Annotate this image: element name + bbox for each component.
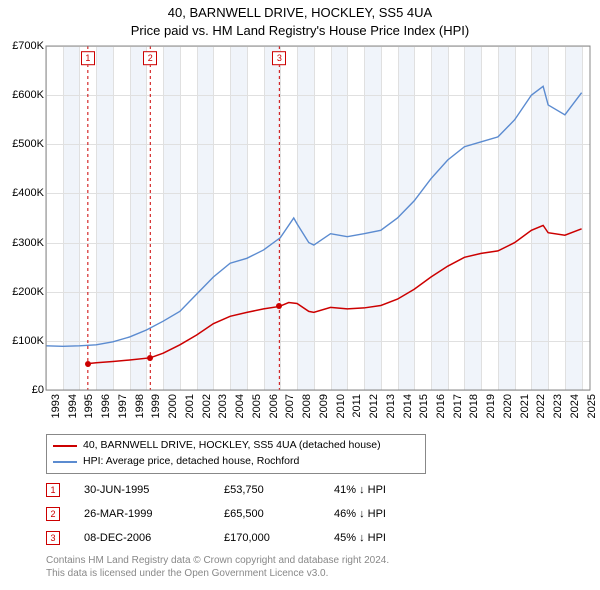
- series-line: [46, 86, 582, 346]
- legend-label: 40, BARNWELL DRIVE, HOCKLEY, SS5 4UA (de…: [83, 438, 381, 454]
- sales-row: 1 30-JUN-1995£53,75041% ↓ HPI: [46, 478, 424, 502]
- x-tick-label: 1995: [83, 394, 95, 418]
- x-tick-label: 2019: [485, 394, 497, 418]
- x-tick-label: 2014: [402, 394, 414, 418]
- x-tick-label: 1996: [100, 394, 112, 418]
- x-tick-label: 2011: [351, 394, 363, 418]
- sale-marker-box: 2: [143, 51, 157, 65]
- y-tick-label: £400K: [12, 187, 44, 199]
- chart-svg: [46, 46, 590, 390]
- y-tick-label: £700K: [12, 40, 44, 52]
- x-tick-label: 2008: [301, 394, 313, 418]
- sales-price: £53,750: [224, 484, 334, 496]
- sale-marker-dot: [276, 303, 282, 309]
- x-tick-label: 2006: [268, 394, 280, 418]
- sales-diff: 45% ↓ HPI: [334, 532, 424, 544]
- y-tick-label: £600K: [12, 89, 44, 101]
- footer-line1: Contains HM Land Registry data © Crown c…: [46, 554, 389, 567]
- footer-line2: This data is licensed under the Open Gov…: [46, 567, 389, 580]
- x-tick-label: 2015: [418, 394, 430, 418]
- x-tick-label: 1998: [134, 394, 146, 418]
- legend-label: HPI: Average price, detached house, Roch…: [83, 454, 299, 470]
- sales-date: 30-JUN-1995: [84, 484, 224, 496]
- sales-row: 3 08-DEC-2006£170,00045% ↓ HPI: [46, 526, 424, 550]
- x-tick-label: 2009: [318, 394, 330, 418]
- legend: 40, BARNWELL DRIVE, HOCKLEY, SS5 4UA (de…: [46, 434, 426, 474]
- x-tick-label: 2007: [284, 394, 296, 418]
- legend-swatch: [53, 445, 77, 447]
- sales-diff: 41% ↓ HPI: [334, 484, 424, 496]
- series-line: [88, 225, 582, 363]
- title-subtitle: Price paid vs. HM Land Registry's House …: [0, 22, 600, 40]
- x-tick-label: 2025: [586, 394, 598, 418]
- x-tick-label: 2005: [251, 394, 263, 418]
- y-tick-label: £500K: [12, 138, 44, 150]
- x-tick-label: 2003: [217, 394, 229, 418]
- x-tick-label: 2020: [502, 394, 514, 418]
- x-tick-label: 2016: [435, 394, 447, 418]
- sales-price: £65,500: [224, 508, 334, 520]
- x-tick-label: 2022: [535, 394, 547, 418]
- x-tick-label: 2012: [368, 394, 380, 418]
- chart-plot-area: 1 2 3: [46, 46, 590, 390]
- footer-attribution: Contains HM Land Registry data © Crown c…: [46, 554, 389, 580]
- sales-diff: 46% ↓ HPI: [334, 508, 424, 520]
- sales-num-box: 2: [46, 507, 60, 521]
- legend-swatch: [53, 461, 77, 463]
- x-tick-label: 2018: [468, 394, 480, 418]
- x-tick-label: 1999: [150, 394, 162, 418]
- sales-row: 2 26-MAR-1999£65,50046% ↓ HPI: [46, 502, 424, 526]
- x-tick-label: 2001: [184, 394, 196, 418]
- sale-marker-box: 3: [272, 51, 286, 65]
- x-tick-label: 2024: [569, 394, 581, 418]
- y-tick-label: £0: [32, 384, 44, 396]
- sales-date: 08-DEC-2006: [84, 532, 224, 544]
- sales-table: 1 30-JUN-1995£53,75041% ↓ HPI 2 26-MAR-1999…: [46, 478, 424, 550]
- y-tick-label: £200K: [12, 286, 44, 298]
- x-tick-label: 2013: [385, 394, 397, 418]
- x-tick-label: 1994: [67, 394, 79, 418]
- x-tick-label: 2021: [519, 394, 531, 418]
- sales-num-box: 1: [46, 483, 60, 497]
- x-tick-label: 1993: [50, 394, 62, 418]
- x-tick-label: 2010: [335, 394, 347, 418]
- x-tick-label: 2004: [234, 394, 246, 418]
- y-tick-label: £300K: [12, 237, 44, 249]
- x-tick-label: 2000: [167, 394, 179, 418]
- plot-border: [46, 46, 590, 390]
- y-tick-label: £100K: [12, 335, 44, 347]
- x-tick-label: 2002: [201, 394, 213, 418]
- legend-item: HPI: Average price, detached house, Roch…: [53, 454, 419, 470]
- sales-num-box: 3: [46, 531, 60, 545]
- sale-marker-box: 1: [81, 51, 95, 65]
- title-address: 40, BARNWELL DRIVE, HOCKLEY, SS5 4UA: [0, 4, 600, 22]
- sale-marker-dot: [147, 355, 153, 361]
- sales-price: £170,000: [224, 532, 334, 544]
- x-tick-label: 2017: [452, 394, 464, 418]
- legend-item: 40, BARNWELL DRIVE, HOCKLEY, SS5 4UA (de…: [53, 438, 419, 454]
- sale-marker-dot: [85, 361, 91, 367]
- x-tick-label: 2023: [552, 394, 564, 418]
- sales-date: 26-MAR-1999: [84, 508, 224, 520]
- x-tick-label: 1997: [117, 394, 129, 418]
